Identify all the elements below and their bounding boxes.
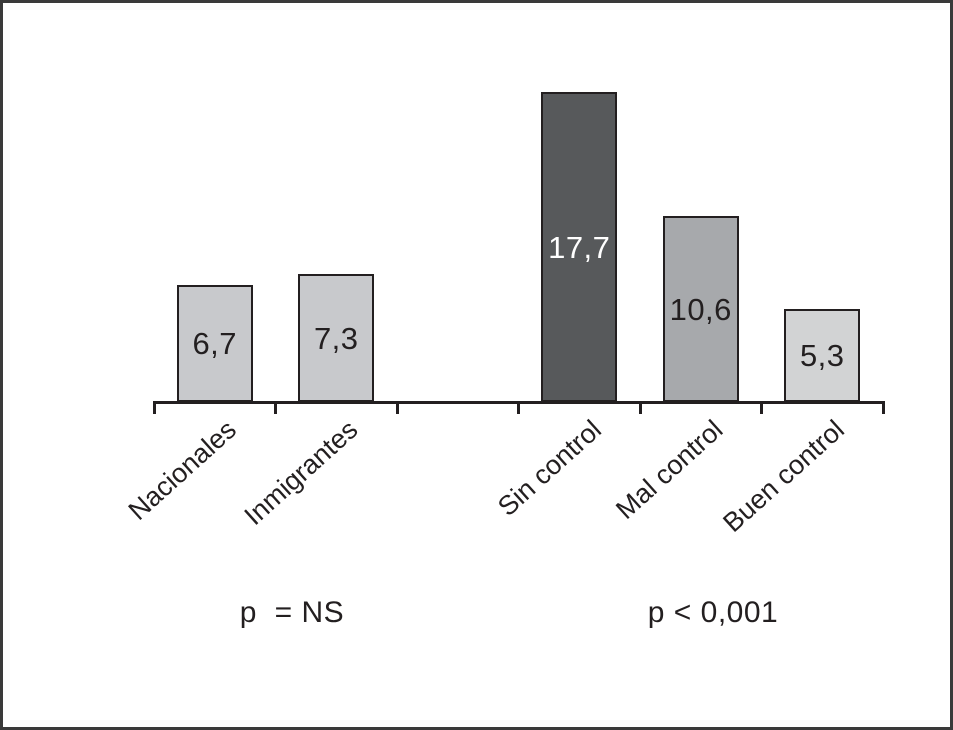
bar-value-label: 5,3 [799, 338, 845, 373]
x-axis-tick [760, 401, 763, 414]
x-axis-tick [517, 401, 520, 414]
bar-value-label: 7,3 [313, 320, 359, 356]
bar-inmigrantes: 7,3 [298, 274, 375, 402]
x-axis-label-nacionales: Nacionales [122, 414, 243, 526]
x-axis-label-sin-control: Sin control [491, 414, 607, 522]
x-axis-label-mal-control: Mal control [609, 414, 729, 525]
bar-value-label: 17,7 [548, 229, 611, 265]
x-axis-tick [152, 401, 156, 414]
x-axis-label-inmigrantes: Inmigrantes [238, 414, 364, 531]
x-axis-tick [638, 401, 642, 414]
significance-label-right: p < 0,001 [647, 596, 779, 629]
x-axis-tick [274, 401, 277, 414]
bar-value-label: 6,7 [192, 326, 238, 361]
bar-mal-control: 10,6 [662, 216, 739, 402]
x-axis-tick [881, 401, 885, 414]
bar-buen-control: 5,3 [784, 309, 861, 402]
significance-label-left: p = NS [239, 596, 345, 629]
bar-sin-control: 17,7 [541, 92, 618, 402]
x-axis-tick [395, 401, 399, 414]
bar-nacionales: 6,7 [176, 285, 253, 402]
bar-value-label: 10,6 [669, 291, 732, 327]
x-axis-label-buen-control: Buen control [716, 414, 850, 538]
